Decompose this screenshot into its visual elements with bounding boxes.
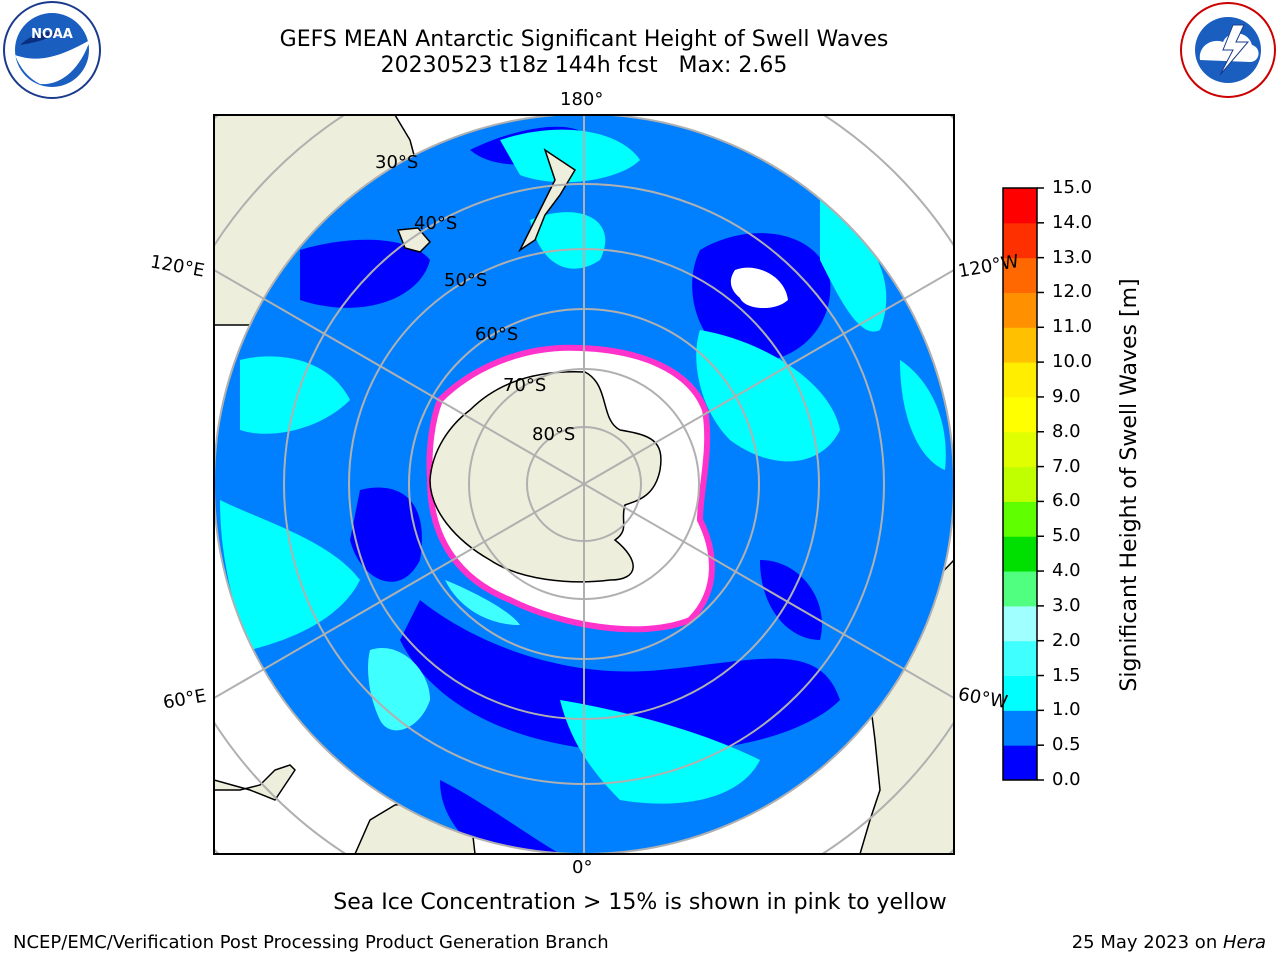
colorbar-tick-label: 11.0 <box>1052 316 1093 338</box>
colorbar-tick-label: 7.0 <box>1052 455 1081 477</box>
colorbar-tick-label: 15.0 <box>1052 177 1093 198</box>
missing-data-region <box>730 267 788 309</box>
colorbar-tick-label: 9.0 <box>1052 385 1081 407</box>
colorbar-bin <box>1003 640 1037 677</box>
low-swell-region <box>400 600 840 753</box>
footer-credit: NCEP/EMC/Verification Post Processing Pr… <box>13 932 609 953</box>
graticule <box>214 115 954 854</box>
high-swell-region <box>220 500 360 650</box>
high-swell-region <box>900 360 946 470</box>
footer-machine: Hera <box>1222 932 1266 953</box>
africa-land <box>214 764 296 801</box>
colorbar-label: Significant Height of Swell Waves [m] <box>1117 278 1142 692</box>
colorbar-tick-label: 13.0 <box>1052 246 1093 268</box>
colorbar-tick-label: 2.0 <box>1052 629 1081 651</box>
map-frame <box>213 114 955 855</box>
nws-logo <box>1180 2 1276 98</box>
colorbar-tick-label: 6.0 <box>1052 490 1081 512</box>
colorbar-bin <box>1003 292 1037 328</box>
colorbar-tick-label: 1.0 <box>1052 699 1081 721</box>
footer-date: 25 May 2023 on Hera <box>1072 932 1266 953</box>
colorbar-tick-label: 12.0 <box>1052 281 1093 303</box>
colorbar-bin <box>1003 501 1037 537</box>
low-swell-region <box>350 487 422 582</box>
lat-label-70s: 70°S <box>503 375 547 396</box>
high-swell-region <box>500 129 640 183</box>
high-swell-region <box>445 580 520 625</box>
colorbar-bin <box>1003 605 1037 642</box>
colorbar-bin <box>1003 362 1037 398</box>
colorbar-tick-label: 1.5 <box>1052 664 1081 686</box>
lat-label-40s: 40°S <box>414 213 458 234</box>
high-swell-region <box>696 330 840 462</box>
high-swell-region <box>240 356 350 434</box>
colorbar-tick-label: 0.0 <box>1052 769 1081 790</box>
colorbar-tick-label: 10.0 <box>1052 351 1093 373</box>
antarctica-land <box>429 371 662 583</box>
low-swell-region <box>760 560 822 640</box>
colorbar-bin <box>1003 675 1037 711</box>
high-swell-region <box>368 648 430 731</box>
colorbar-bin <box>1003 431 1037 468</box>
low-swell-region <box>300 239 430 308</box>
sea-ice-note: Sea Ice Concentration > 15% is shown in … <box>333 890 947 915</box>
colorbar-tick-label: 8.0 <box>1052 420 1081 442</box>
high-swell-region <box>530 212 606 269</box>
lat-label-80s: 80°S <box>532 424 576 445</box>
colorbar-bin <box>1003 466 1037 502</box>
colorbar-tick-label: 5.0 <box>1052 525 1081 547</box>
high-swell-region <box>820 200 887 332</box>
colorbar-bin <box>1003 327 1037 363</box>
colorbar-tick-label: 3.0 <box>1052 594 1081 616</box>
svg-text:NOAA: NOAA <box>31 27 73 42</box>
colorbar-bin <box>1003 222 1037 259</box>
colorbar-tick-label: 0.5 <box>1052 734 1081 756</box>
colorbar-bin <box>1003 710 1037 746</box>
colorbar-tick-label: 4.0 <box>1052 560 1081 582</box>
lon-label-180: 180° <box>560 89 604 110</box>
new-zealand-land <box>518 148 577 253</box>
colorbar-bin <box>1003 396 1037 433</box>
footer-date-text: 25 May 2023 on <box>1071 932 1223 953</box>
lat-label-30s: 30°S <box>375 152 419 173</box>
lon-label-0: 0° <box>572 857 593 878</box>
colorbar-frame <box>1002 187 1038 781</box>
colorbar-bin <box>1003 745 1037 781</box>
colorbar-bin <box>1003 188 1037 224</box>
high-swell-region <box>560 700 760 804</box>
lat-label-60s: 60°S <box>475 324 519 345</box>
chart-subtitle: 20230523 t18z 144h fcst Max: 2.65 <box>380 53 788 78</box>
chart-title: GEFS MEAN Antarctic Significant Height o… <box>279 27 889 52</box>
noaa-logo: NOAA <box>3 1 101 99</box>
colorbar-bin <box>1003 571 1037 607</box>
colorbar-bin <box>1003 257 1037 293</box>
colorbar-bin <box>1003 536 1037 572</box>
colorbar-tick-label: 14.0 <box>1052 211 1093 233</box>
lat-label-50s: 50°S <box>444 270 488 291</box>
colorbar <box>1003 187 1044 781</box>
